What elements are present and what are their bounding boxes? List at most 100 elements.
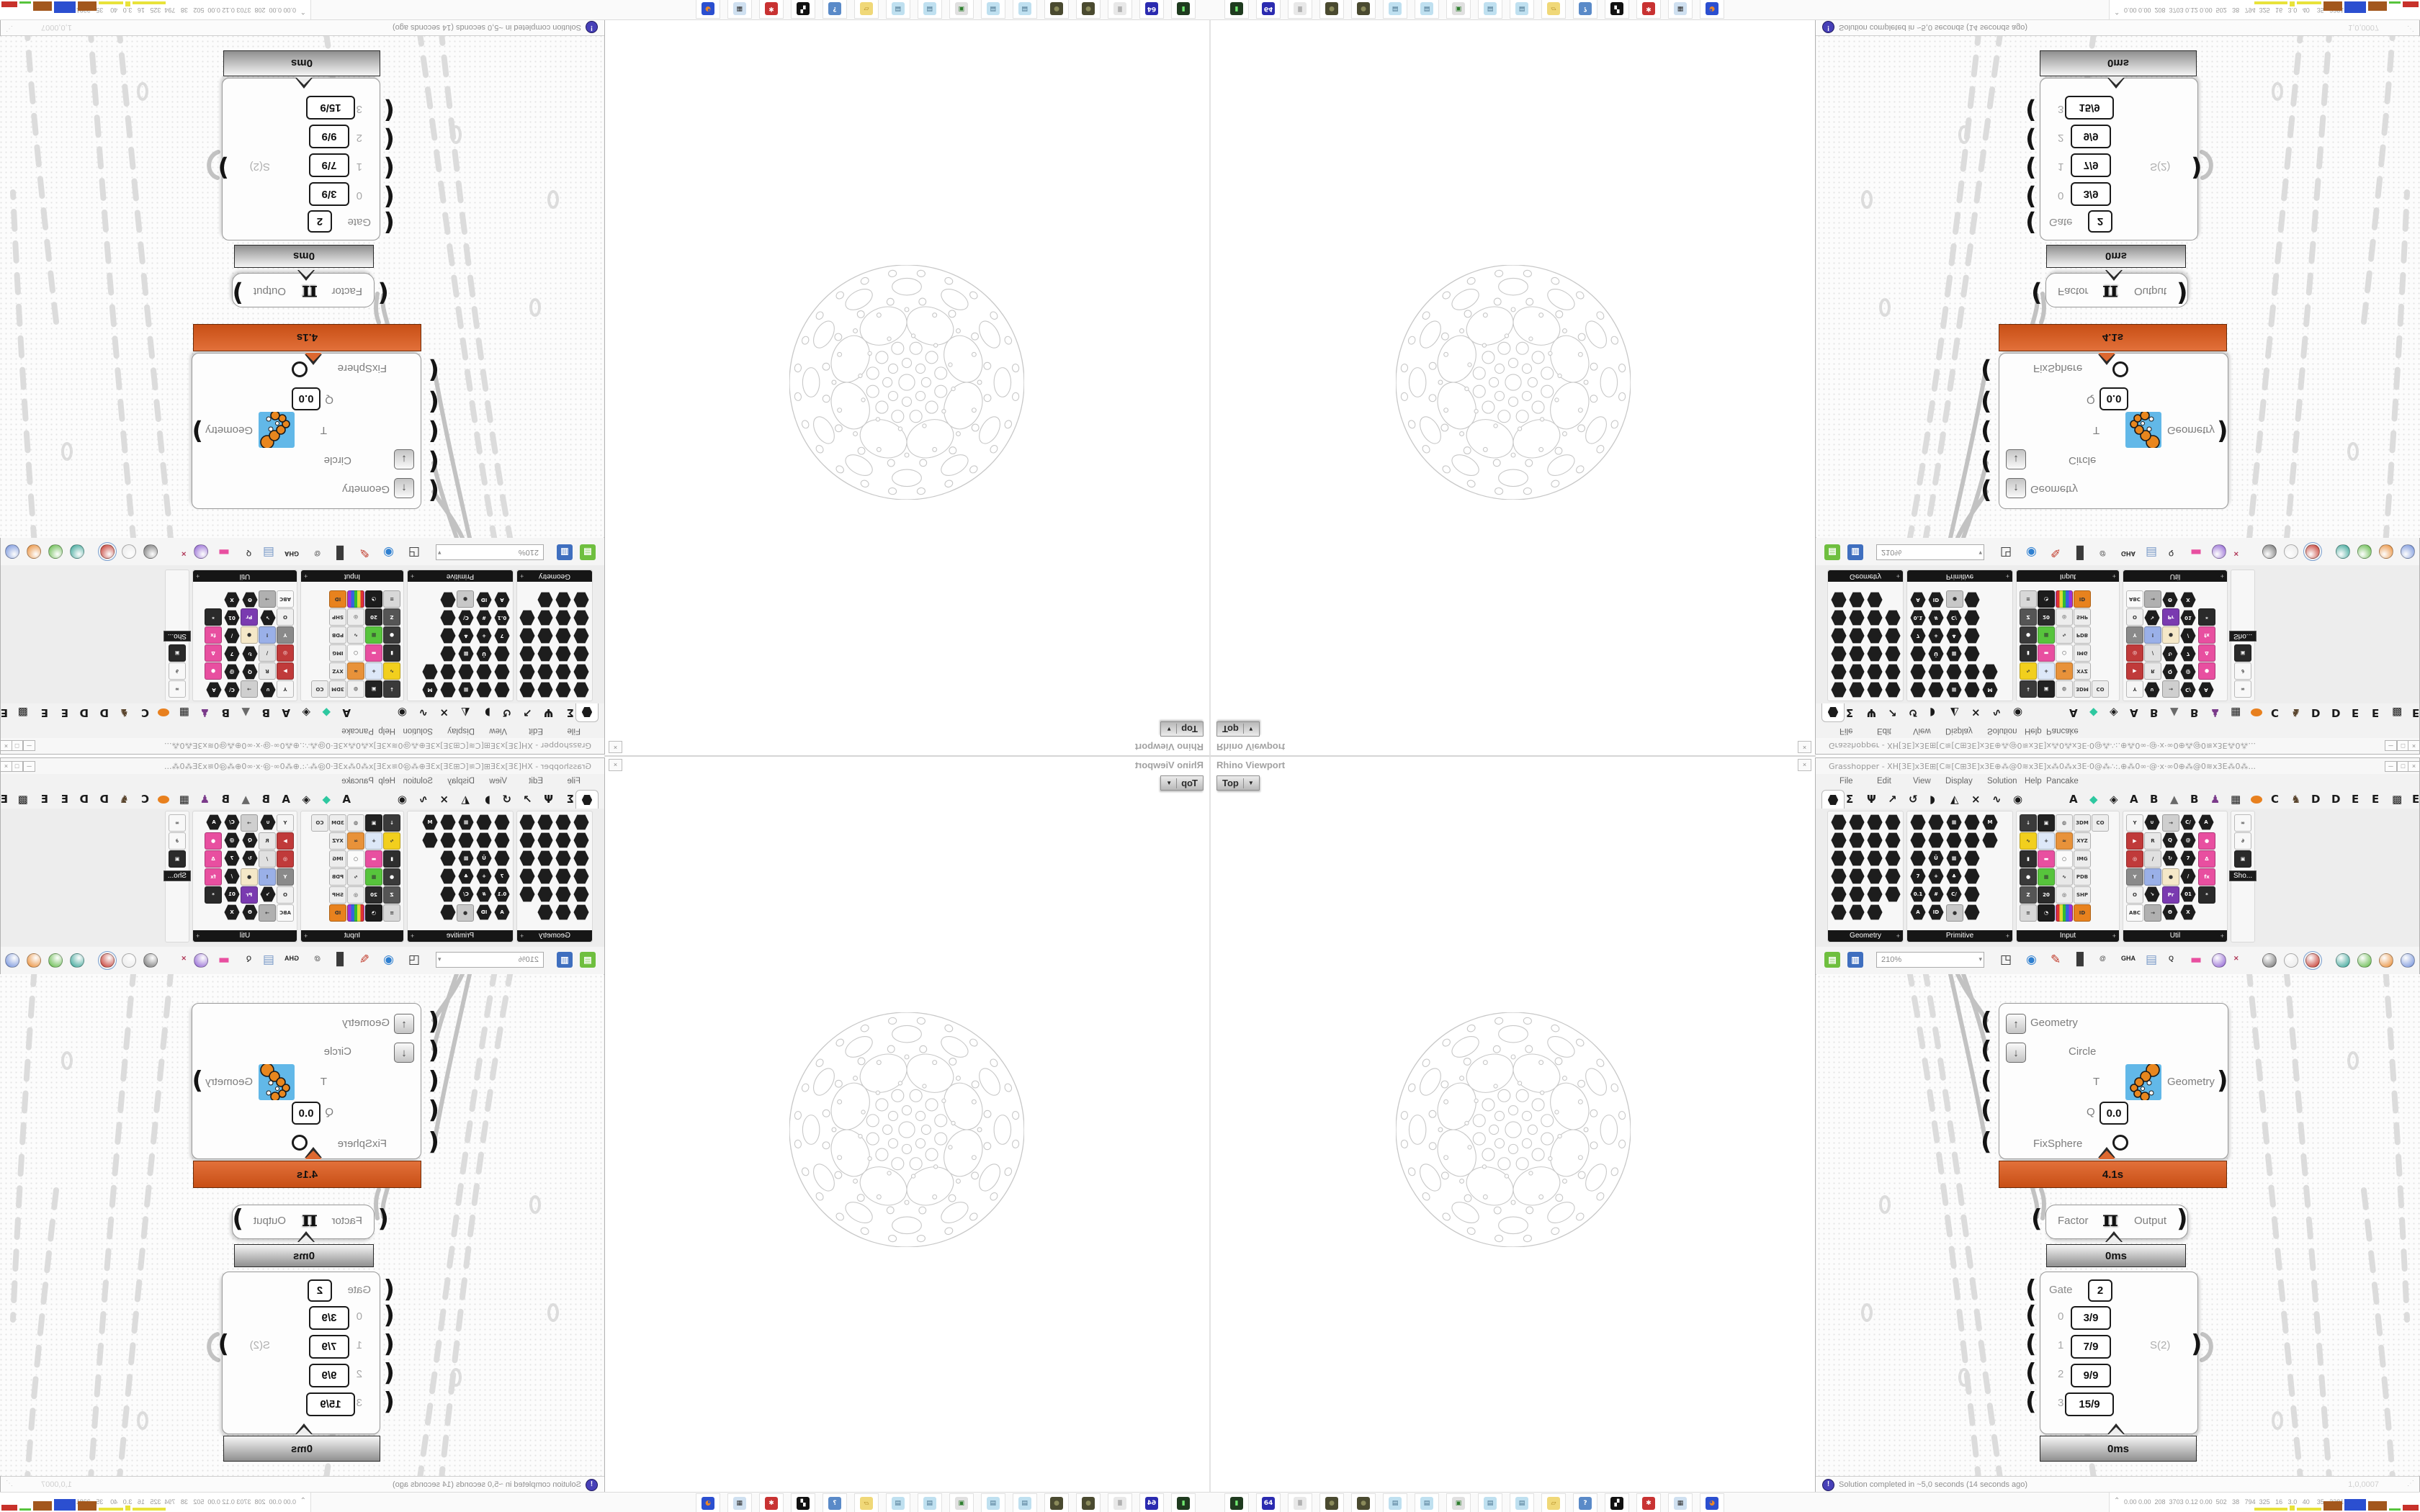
ribbon-icon[interactable]: 01 [224,610,240,626]
ribbon-icon[interactable]: ● [205,832,222,850]
ink-bottle-icon[interactable]: ▊ [333,953,344,967]
zoom-extents-icon[interactable]: ◳ [408,545,420,559]
ribbon-icon[interactable] [555,814,571,830]
ribbon-icon[interactable]: ID [1928,592,1944,608]
ribbon-icon[interactable] [1964,868,1980,884]
sphere-icon-1[interactable]: ● [1319,0,1344,19]
ribbon-icon[interactable]: ∞ [2234,680,2251,698]
ribbon-icon[interactable]: R [2144,662,2161,680]
ribbon-icon[interactable]: * [2198,886,2215,904]
tab-sets[interactable]: Ψ [544,706,553,719]
ribbon-icon[interactable] [1849,592,1865,608]
ribbon-icon[interactable] [573,850,589,866]
ribbon-icon[interactable] [1910,664,1926,680]
ribbon-icon[interactable]: # [476,610,492,626]
notepad-icon-3[interactable]: ▤ [1478,1493,1502,1512]
tab-gear[interactable]: ◈ [2110,706,2118,719]
ribbon-icon[interactable]: ● [241,868,258,886]
ribbon-icon[interactable] [458,832,474,848]
calculator-icon[interactable]: ▦ [1668,1493,1693,1512]
ribbon-icon[interactable]: ↓ [383,814,400,832]
tab-a2[interactable]: A [282,793,290,806]
ribbon-icon[interactable]: ▮ [383,850,400,868]
pattern-icon[interactable]: ▞ [1605,1493,1629,1512]
ribbon-icon[interactable] [347,590,364,608]
ribbon-icon[interactable] [1964,592,1980,608]
ribbon-icon[interactable]: Y [277,626,294,644]
ribbon-icon[interactable]: ♣ [458,868,474,884]
wire-port[interactable]: ( [428,447,439,476]
panel-close-button[interactable]: × [1798,759,1811,771]
ribbon-icon[interactable]: ▦ [458,814,474,830]
gha-icon[interactable]: GHA [2121,955,2136,962]
zoom-extents-icon[interactable]: ◳ [408,953,420,967]
ribbon-icon[interactable]: ▬ [2038,850,2055,868]
ribbon-icon[interactable]: ▦ [1946,814,1962,830]
ribbon-icon[interactable]: ≈ [2056,662,2073,680]
sphere-icon-2[interactable]: ● [1351,1493,1376,1512]
gate-row-value[interactable]: 3/9 [2071,1306,2111,1330]
ribbon-icon[interactable] [537,628,553,644]
monitor-icon[interactable]: ▣ [949,0,974,19]
menu-display[interactable]: Display [1945,726,1973,735]
wire-port[interactable]: ( [2031,1205,2043,1233]
ribbon-icon[interactable] [519,868,535,884]
wire-port[interactable]: ) [2177,279,2188,307]
ribbon-icon[interactable] [1849,664,1865,680]
ribbon-icon[interactable] [1946,832,1962,848]
wire-port[interactable]: ) [2217,1066,2228,1095]
tab-bird[interactable]: ♞ [2291,793,2301,806]
ribbon-icon[interactable]: SHP [2074,886,2091,904]
menu-view[interactable]: View [1913,777,1931,786]
help-badge-icon[interactable]: ? [823,0,847,19]
ribbon-icon[interactable]: Ü [476,646,492,662]
ribbon-icon[interactable]: fx [2198,868,2215,886]
floppy-icon[interactable]: 64 [1139,0,1164,19]
menu-pancake[interactable]: Pancake [341,726,374,735]
menu-solution[interactable]: Solution [403,777,433,786]
arrow-up-icon[interactable]: ↑ [2006,478,2026,498]
ribbon-icon[interactable]: / [224,868,240,884]
ribbon-icon[interactable]: ▣ [2038,814,2055,832]
tab-maths[interactable]: Σ [566,706,574,719]
ribbon-icon[interactable]: + [476,628,492,644]
wire-port[interactable]: ( [2025,208,2037,237]
grasshopper-titlebar[interactable]: Grasshopper - XH[3E]x3E⊞[C≋[C⊞3E]x3E⊕⁂@0… [1816,758,2420,774]
wire-port[interactable]: ( [1981,387,1992,416]
tab-e2[interactable]: E [40,706,48,719]
ribbon-icon[interactable] [519,664,535,680]
ribbon-icon[interactable]: M [422,814,438,830]
ribbon-icon[interactable]: → [241,814,258,832]
ribbon-icon[interactable]: A [206,682,222,698]
wire-port[interactable]: ( [1981,356,1992,384]
menu-display[interactable]: Display [1945,777,1973,786]
open-file-icon[interactable]: ▤ [580,952,596,968]
ribbon-icon[interactable]: 01 [224,886,240,902]
ribbon-icon[interactable]: ABC [277,904,294,922]
fixsphere-component[interactable]: ↑ Geometry ↓ Circle T Geometry Q [192,353,421,509]
tab-gem[interactable]: ◆ [322,706,331,719]
tab-e2[interactable]: E [2372,793,2380,806]
ribbon-group-label[interactable]: Primitive + [408,930,513,942]
zoom-level-combo[interactable]: 210% ▾ [1876,544,1984,560]
ribbon-icon[interactable]: M [1982,814,1998,830]
ribbon-icon[interactable] [1964,646,1980,662]
tab-d2[interactable]: D [79,706,89,719]
minimize-button[interactable]: ─ [2385,761,2397,772]
menu-file[interactable]: File [1839,726,1853,735]
tab-gem[interactable]: ◆ [322,793,331,806]
notepad-icon-2[interactable]: ▤ [981,0,1005,19]
ribbon-icon[interactable]: ♣ [1946,868,1962,884]
q-value-box[interactable]: 0.0 [2099,387,2128,410]
ink-bottle-icon[interactable]: ▊ [2076,953,2087,967]
ink-bottle-icon[interactable]: ▊ [333,545,344,559]
sphere-icon-1[interactable]: ● [1076,1493,1101,1512]
ribbon-icon[interactable]: @ [224,832,240,848]
ribbon-icon[interactable]: ∞ [169,680,186,698]
grasshopper-canvas[interactable]: ↑ Geometry ↓ Circle T Geometry Q [0,36,604,538]
arrow-down-icon[interactable]: ↓ [394,1043,414,1063]
q-value-box[interactable]: 0.0 [292,387,321,410]
help-badge-icon[interactable]: ? [1573,0,1597,19]
wire-port[interactable]: ( [1981,476,1992,505]
ribbon-icon[interactable]: Y [2126,626,2143,644]
